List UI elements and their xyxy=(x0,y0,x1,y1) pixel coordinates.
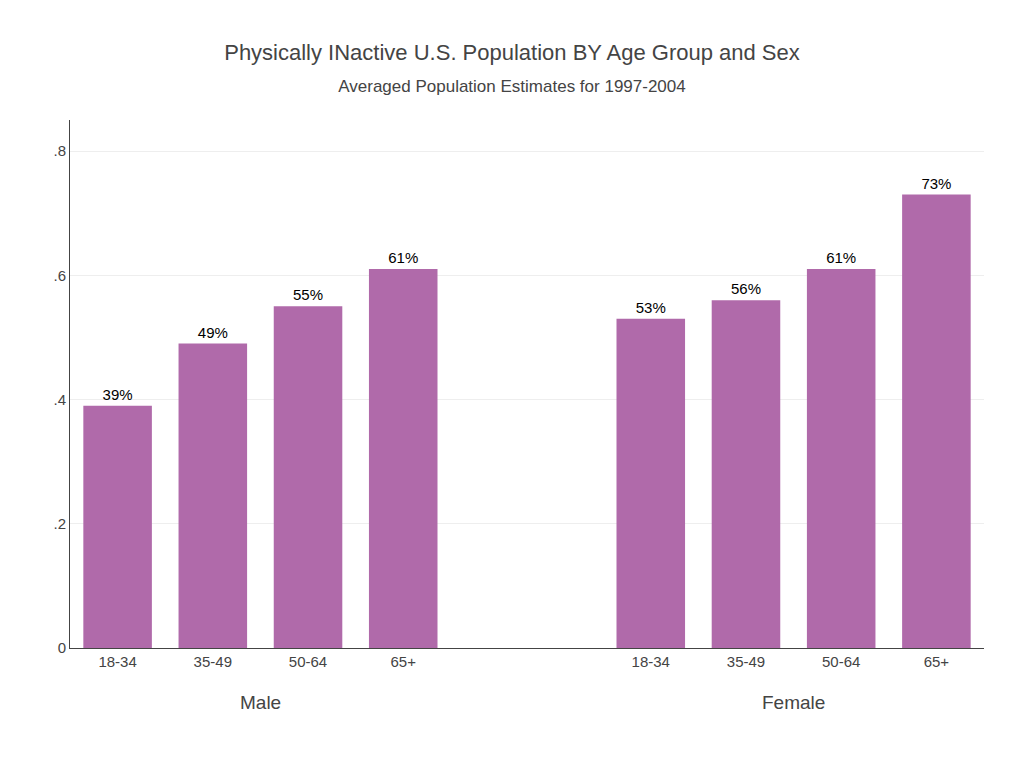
svg-text:73%: 73% xyxy=(921,175,951,192)
svg-text:.2: .2 xyxy=(53,515,66,532)
svg-text:Physically INactive U.S. Popul: Physically INactive U.S. Population BY A… xyxy=(224,40,800,65)
svg-text:61%: 61% xyxy=(826,249,856,266)
svg-text:50-64: 50-64 xyxy=(289,653,327,670)
svg-text:39%: 39% xyxy=(103,386,133,403)
svg-text:49%: 49% xyxy=(198,324,228,341)
svg-text:61%: 61% xyxy=(388,249,418,266)
svg-text:.6: .6 xyxy=(53,267,66,284)
svg-text:Male: Male xyxy=(240,692,281,713)
svg-text:.8: .8 xyxy=(53,142,66,159)
svg-text:56%: 56% xyxy=(731,280,761,297)
svg-text:50-64: 50-64 xyxy=(822,653,860,670)
svg-text:53%: 53% xyxy=(636,299,666,316)
svg-text:18-34: 18-34 xyxy=(98,653,136,670)
svg-text:35-49: 35-49 xyxy=(727,653,765,670)
svg-text:Averaged Population Estimates: Averaged Population Estimates for 1997-2… xyxy=(338,77,685,96)
svg-text:0: 0 xyxy=(58,639,66,656)
svg-text:65+: 65+ xyxy=(924,653,950,670)
svg-text:35-49: 35-49 xyxy=(194,653,232,670)
svg-text:.4: .4 xyxy=(53,391,66,408)
svg-text:65+: 65+ xyxy=(391,653,417,670)
svg-text:18-34: 18-34 xyxy=(632,653,670,670)
svg-text:55%: 55% xyxy=(293,286,323,303)
svg-text:Female: Female xyxy=(762,692,825,713)
